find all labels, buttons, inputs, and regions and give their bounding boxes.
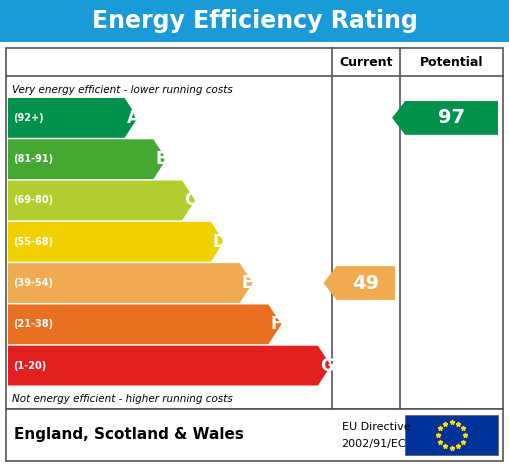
Text: F: F [270, 315, 282, 333]
Bar [0, 0, 509, 42]
Text: B: B [155, 150, 168, 168]
Bar [6, 409, 503, 461]
Text: (21-38): (21-38) [13, 319, 53, 329]
Text: Very energy efficient - lower running costs: Very energy efficient - lower running co… [12, 85, 233, 95]
Text: Energy Efficiency Rating: Energy Efficiency Rating [92, 9, 417, 33]
Text: 97: 97 [438, 108, 465, 127]
Text: Not energy efficient - higher running costs: Not energy efficient - higher running co… [12, 394, 233, 404]
Text: (1-20): (1-20) [13, 361, 46, 371]
Text: G: G [320, 357, 334, 375]
Text: (81-91): (81-91) [13, 154, 53, 164]
Text: (69-80): (69-80) [13, 196, 53, 205]
Polygon shape [392, 101, 498, 135]
Text: (39-54): (39-54) [13, 278, 53, 288]
Text: D: D [213, 233, 227, 251]
Text: England, Scotland & Wales: England, Scotland & Wales [14, 427, 244, 443]
Bar [405, 415, 498, 455]
Text: (92+): (92+) [13, 113, 44, 123]
Polygon shape [8, 181, 195, 220]
Text: 2002/91/EC: 2002/91/EC [342, 439, 406, 449]
Text: EU Directive: EU Directive [342, 422, 410, 432]
Polygon shape [8, 304, 281, 344]
Polygon shape [8, 98, 137, 138]
Text: Current: Current [339, 56, 392, 69]
Polygon shape [8, 346, 331, 385]
Polygon shape [8, 139, 166, 179]
Text: A: A [127, 109, 139, 127]
Bar [6, 48, 503, 409]
Text: (55-68): (55-68) [13, 237, 53, 247]
Text: Potential: Potential [420, 56, 484, 69]
Text: E: E [242, 274, 253, 292]
Text: C: C [184, 191, 196, 210]
Polygon shape [324, 266, 395, 300]
Text: 49: 49 [352, 274, 379, 292]
Polygon shape [8, 263, 252, 303]
Polygon shape [8, 222, 224, 262]
